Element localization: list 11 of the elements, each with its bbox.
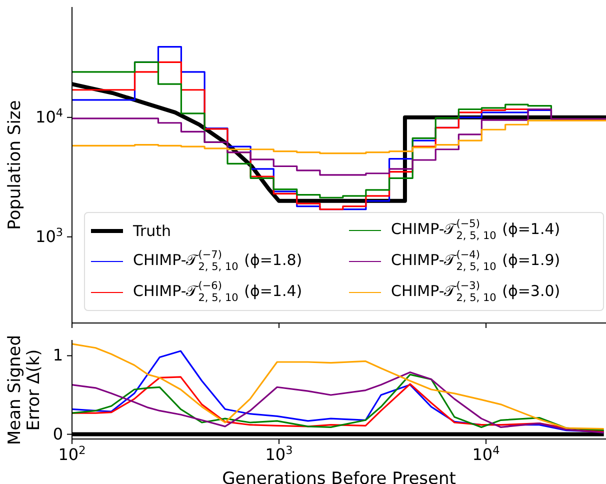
- y-axis-title: Mean Signed Error Δ(k): [5, 333, 44, 447]
- y-axis-title: Population Size: [5, 100, 25, 230]
- y-tick-label: 10$^{3}$: [36, 225, 63, 246]
- y-tick-label: 0: [52, 424, 63, 444]
- y-tick-label: 10$^{4}$: [36, 106, 63, 126]
- x-tick-label: 10$^{3}$: [265, 444, 293, 464]
- y-tick-label: 1: [52, 346, 63, 365]
- x-axis-title: Generations Before Present: [222, 469, 456, 484]
- legend-label: Truth: [133, 222, 172, 240]
- x-tick-label: 10$^{4}$: [472, 444, 500, 464]
- x-tick-label: 10$^{2}$: [58, 444, 86, 464]
